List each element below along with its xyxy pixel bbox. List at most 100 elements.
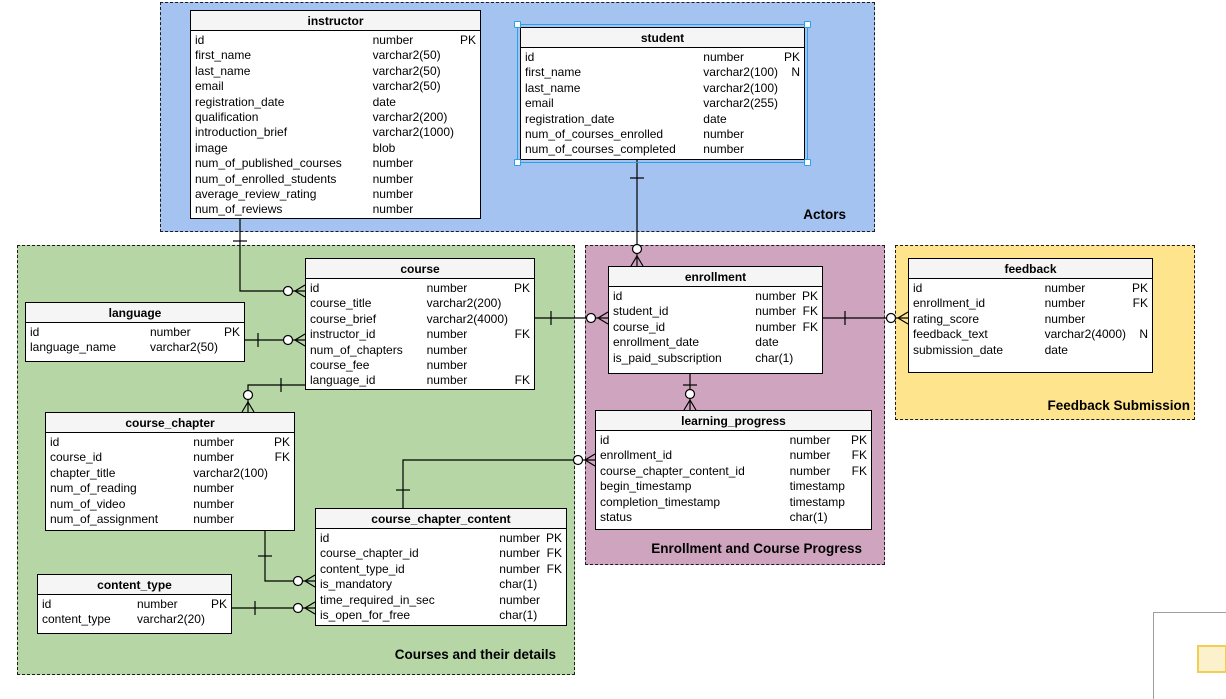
field-type: number xyxy=(703,50,744,64)
field-name: chapter_title xyxy=(50,465,116,480)
field-type: varchar2(200) xyxy=(372,110,448,125)
field-type: number xyxy=(193,450,234,465)
field-type: timestamp xyxy=(789,479,845,494)
table-course-chapter-content-header[interactable]: course_chapter_content xyxy=(316,509,566,529)
field-type: date xyxy=(372,94,396,109)
table-feedback-header[interactable]: feedback xyxy=(909,259,1152,279)
field-type: varchar2(50) xyxy=(372,79,441,94)
selection-handle-nw[interactable] xyxy=(514,21,521,28)
field-key xyxy=(460,110,476,125)
field-key xyxy=(460,64,476,79)
region-courses-label: Courses and their details xyxy=(394,647,556,662)
table-feedback[interactable]: feedback id number PK enrollment_id number FK… xyxy=(908,258,1153,373)
field-type: number xyxy=(372,187,414,202)
table-student-header[interactable]: student xyxy=(521,28,804,48)
field-key: PK xyxy=(850,433,867,447)
field-key xyxy=(851,479,867,494)
field-key: PK xyxy=(783,50,800,64)
field-name: id xyxy=(320,531,330,545)
field-key xyxy=(460,79,476,94)
table-course-header[interactable]: course xyxy=(306,259,534,279)
field-key: N xyxy=(791,65,800,80)
field-name: id xyxy=(310,281,320,295)
field-key xyxy=(802,351,818,366)
selection-handle-sw[interactable] xyxy=(514,159,521,166)
field-type: number xyxy=(193,512,234,527)
field-type: number xyxy=(499,531,540,545)
table-course-chapter-content[interactable]: course_chapter_content id number PK course_… xyxy=(315,508,567,626)
table-enrollment[interactable]: enrollment id number PK student_id number FK c… xyxy=(608,266,823,374)
field-type: number xyxy=(426,327,468,342)
field-type: number xyxy=(755,289,796,303)
field-type: number xyxy=(149,325,191,339)
field-name: content_type_id xyxy=(320,561,405,576)
table-course-chapter-header[interactable]: course_chapter xyxy=(46,413,294,433)
edge-content-learning-progress[interactable] xyxy=(396,453,596,508)
table-content-type[interactable]: content_type id number PK content_type varch… xyxy=(37,574,232,634)
edge-course-chapter-content[interactable] xyxy=(258,531,316,588)
field-key: PK xyxy=(513,281,530,295)
edge-course-enrollment[interactable] xyxy=(535,311,609,325)
edge-language-course[interactable] xyxy=(245,333,306,347)
table-language[interactable]: language id number PK language_name varchar2… xyxy=(25,302,245,362)
edge-student-enrollment[interactable] xyxy=(630,160,644,267)
field-key xyxy=(274,512,290,527)
edge-course-course-chapter[interactable] xyxy=(241,378,305,413)
table-enrollment-header[interactable]: enrollment xyxy=(609,267,822,287)
field-type: varchar2(255) xyxy=(703,96,778,111)
field-type: number xyxy=(755,319,796,334)
edge-instructor-course[interactable] xyxy=(233,219,306,298)
edge-enrollment-learning-progress[interactable] xyxy=(683,374,697,411)
table-course-chapter[interactable]: course_chapter id number PK course_id number… xyxy=(45,412,295,531)
field-name: enrollment_id xyxy=(600,448,673,463)
field-name: submission_date xyxy=(913,342,1004,357)
outline-panel[interactable] xyxy=(1153,612,1226,699)
table-instructor-header[interactable]: instructor xyxy=(191,11,480,31)
table-learning-progress-header[interactable]: learning_progress xyxy=(596,411,871,431)
table-student[interactable]: student id number PK first_name varchar2(100… xyxy=(520,27,805,160)
field-name: language_id xyxy=(310,373,376,388)
field-type: date xyxy=(703,111,727,126)
table-course-chapter-body: id number PK course_id number FK chapter_title… xyxy=(46,433,294,527)
outline-viewport[interactable] xyxy=(1197,645,1226,673)
table-instructor[interactable]: instructor id number PK first_name varchar2(… xyxy=(190,10,481,219)
edge-enrollment-feedback[interactable] xyxy=(823,311,909,325)
selection-handle-se[interactable] xyxy=(804,159,811,166)
table-course[interactable]: course id number PK course_title varchar2(20… xyxy=(305,258,535,390)
field-name: num_of_reading xyxy=(50,481,137,496)
table-language-header[interactable]: language xyxy=(26,303,244,323)
field-type: number xyxy=(372,202,414,217)
field-name: num_of_published_courses xyxy=(195,156,342,171)
field-type: number xyxy=(193,481,234,496)
field-name: time_required_in_sec xyxy=(320,592,435,607)
field-name: num_of_chapters xyxy=(310,342,403,357)
field-key: PK xyxy=(545,531,562,545)
field-type: varchar2(100) xyxy=(703,80,778,95)
field-key: FK xyxy=(851,448,867,463)
field-name: course_title xyxy=(310,296,372,311)
table-learning-progress[interactable]: learning_progress id number PK enrollment_i… xyxy=(595,410,872,530)
field-type: varchar2(200) xyxy=(426,296,502,311)
field-type: number xyxy=(426,342,468,357)
table-feedback-body: id number PK enrollment_id number FK rating_sc… xyxy=(909,279,1152,358)
field-type: date xyxy=(755,335,779,350)
field-key xyxy=(514,343,530,358)
field-key xyxy=(460,48,476,63)
field-key: PK xyxy=(1131,281,1148,295)
field-name: is_open_for_free xyxy=(320,608,411,623)
field-name: enrollment_date xyxy=(613,335,700,350)
field-name: completion_timestamp xyxy=(600,494,721,509)
table-content-type-header[interactable]: content_type xyxy=(38,575,231,595)
field-type: number xyxy=(789,448,831,463)
field-name: status xyxy=(600,510,633,525)
field-name: begin_timestamp xyxy=(600,479,692,494)
selection-handle-ne[interactable] xyxy=(804,21,811,28)
field-key xyxy=(546,577,562,592)
field-type: number xyxy=(789,463,831,478)
field-name: course_chapter_content_id xyxy=(600,463,745,478)
table-enrollment-body: id number PK student_id number FK course_id num… xyxy=(609,287,822,366)
edge-content-type-content[interactable] xyxy=(232,601,316,615)
field-name: id xyxy=(30,325,40,339)
